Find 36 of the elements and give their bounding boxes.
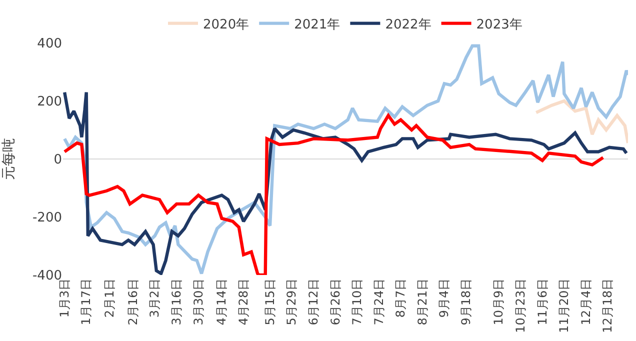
line-series [534, 99, 628, 145]
line-series [63, 114, 605, 275]
x-tick-label: 11月20日 [557, 278, 572, 333]
x-tick-label: 7月10日 [350, 278, 364, 326]
x-tick-label: 3月2日 [148, 278, 162, 318]
y-tick-label: 400 [37, 36, 62, 52]
x-tick-label: 3月16日 [170, 278, 184, 326]
y-axis-title: 元每吨 [1, 138, 18, 180]
x-tick-label: 7月24日 [372, 278, 386, 326]
y-tick-label: -200 [32, 210, 62, 226]
legend-label: 2022年 [385, 17, 432, 32]
x-tick-label: 2月1日 [102, 278, 117, 318]
line-series [63, 90, 628, 275]
x-tick-label: 8月7日 [394, 278, 408, 318]
x-tick-label: 8月21日 [415, 278, 430, 326]
x-tick-label: 5月29日 [284, 278, 299, 326]
x-tick-label: 12月18日 [600, 278, 615, 333]
x-tick-label: 2月16日 [126, 278, 140, 326]
x-tick-label: 11月6日 [535, 278, 550, 326]
x-tick-label: 1月17日 [79, 278, 94, 326]
legend-label: 2020年 [203, 17, 250, 32]
legend-label: 2021年 [294, 17, 340, 32]
x-tick-label: 6月12日 [306, 278, 320, 326]
x-tick-label: 10月23日 [514, 278, 528, 333]
x-tick-label: 6月26日 [328, 278, 342, 326]
legend-label: 2023年 [476, 17, 522, 32]
x-tick-label: 5月15日 [262, 278, 277, 326]
x-tick-label: 4月28日 [236, 278, 250, 326]
x-tick-label: 12月4日 [578, 278, 593, 326]
x-tick-label: 3月30日 [191, 278, 206, 326]
y-tick-label: 200 [37, 94, 62, 110]
y-tick-label: 0 [54, 152, 62, 168]
x-tick-label: 10月9日 [492, 278, 506, 326]
x-tick-label: 9月18日 [459, 278, 474, 326]
x-tick-label: 9月4日 [437, 278, 452, 318]
x-tick-label: 4月14日 [214, 278, 229, 326]
